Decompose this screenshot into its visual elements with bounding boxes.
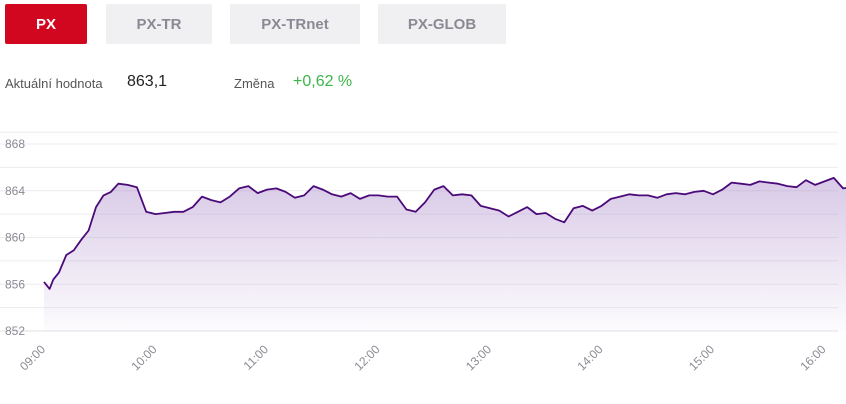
index-stats: Aktuální hodnota 863,1 Změna +0,62 %: [0, 70, 846, 94]
tab-px-trnet[interactable]: PX-TRnet: [230, 4, 360, 44]
tab-px-glob[interactable]: PX-GLOB: [378, 4, 506, 44]
current-value: 863,1: [127, 73, 168, 90]
change-value: +0,62 %: [293, 73, 353, 90]
x-tick-label: 16:00: [797, 342, 828, 373]
y-tick-label: 856: [5, 277, 25, 291]
change-label: Změna: [234, 76, 275, 91]
x-axis: 09:00 10:00 11:00 12:00 13:00 14:00 15:00 16:00: [17, 342, 829, 373]
x-tick-label: 11:00: [241, 342, 272, 373]
y-tick-label: 868: [5, 137, 25, 151]
chart-area: [44, 177, 846, 331]
x-tick-label: 15:00: [686, 342, 717, 373]
x-tick-label: 10:00: [128, 342, 159, 373]
tab-px[interactable]: PX: [5, 4, 87, 44]
y-tick-label: 864: [5, 184, 25, 198]
y-tick-label: 860: [5, 231, 25, 245]
y-tick-label: 852: [5, 324, 25, 338]
x-tick-label: 13:00: [463, 342, 494, 373]
x-tick-label: 14:00: [574, 342, 605, 373]
x-tick-label: 09:00: [17, 342, 48, 373]
y-axis: 868 864 860 856 852: [5, 137, 25, 338]
tab-px-tr[interactable]: PX-TR: [106, 4, 212, 44]
current-value-label: Aktuální hodnota: [5, 76, 103, 91]
chart-line: [43, 177, 846, 290]
x-tick-label: 12:00: [351, 342, 382, 373]
